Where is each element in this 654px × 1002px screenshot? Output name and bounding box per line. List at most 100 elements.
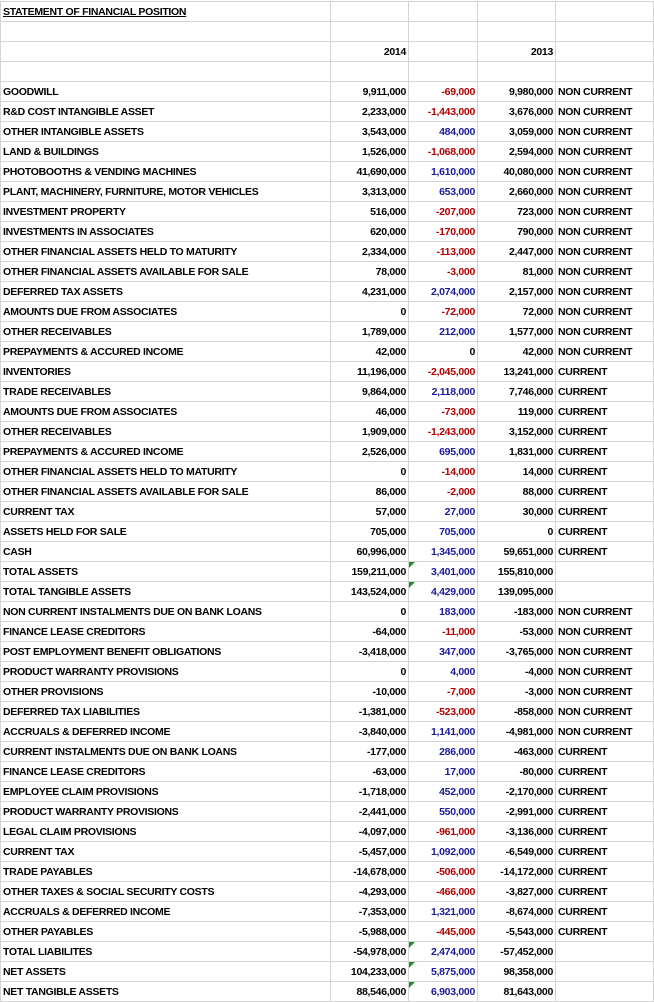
- row: LAND & BUILDINGS 1,526,000 -1,068,000 2,594…: [0, 141, 654, 162]
- cell: CURRENT: [555, 761, 654, 782]
- cell: 2,447,000: [477, 241, 556, 262]
- row: NET TANGIBLE ASSETS 88,546,000 6,903,000 81…: [0, 981, 654, 1002]
- cell: 550,000: [408, 801, 478, 822]
- cell: NON CURRENT: [555, 721, 654, 742]
- cell: PHOTOBOOTHS & VENDING MACHINES: [0, 161, 331, 182]
- cell: -183,000: [477, 601, 556, 622]
- row: INVENTORIES 11,196,000 -2,045,000 13,241,00…: [0, 361, 654, 382]
- cell-text: TOTAL TANGIBLE ASSETS: [3, 585, 131, 598]
- cell: [0, 41, 331, 62]
- cell: OTHER FINANCIAL ASSETS AVAILABLE FOR SAL…: [0, 261, 331, 282]
- cell: -2,000: [408, 481, 478, 502]
- cell-text: TRADE RECEIVABLES: [3, 385, 111, 398]
- row: TRADE PAYABLES -14,678,000 -506,000 -14,172…: [0, 861, 654, 882]
- cell: NON CURRENT: [555, 161, 654, 182]
- cell-text: PRODUCT WARRANTY PROVISIONS: [3, 805, 179, 818]
- cell: [477, 61, 556, 82]
- cell-text: LAND & BUILDINGS: [3, 145, 99, 158]
- cell-text: -64,000: [372, 625, 406, 638]
- cell: FINANCE LEASE CREDITORS: [0, 621, 331, 642]
- cell: -14,172,000: [477, 861, 556, 882]
- cell: 484,000: [408, 121, 478, 142]
- cell: 723,000: [477, 201, 556, 222]
- cell: CURRENT: [555, 501, 654, 522]
- cell-text: 1,345,000: [430, 545, 475, 558]
- cell: 2,526,000: [330, 441, 409, 462]
- cell: 119,000: [477, 401, 556, 422]
- cell-text: 14,000: [522, 465, 554, 478]
- cell-text: 347,000: [439, 645, 475, 658]
- cell: PRODUCT WARRANTY PROVISIONS: [0, 801, 331, 822]
- cell-text: 88,546,000: [356, 985, 406, 998]
- cell: 98,358,000: [477, 961, 556, 982]
- cell-text: -2,170,000: [505, 785, 554, 798]
- cell-text: CURRENT: [558, 425, 608, 438]
- cell-text: -506,000: [435, 865, 475, 878]
- cell-text: 98,358,000: [503, 965, 553, 978]
- cell: [408, 41, 478, 62]
- cell-text: OTHER RECEIVABLES: [3, 425, 112, 438]
- cell: [0, 61, 331, 82]
- cell: [555, 581, 654, 602]
- cell: [408, 1, 478, 22]
- cell: 40,080,000: [477, 161, 556, 182]
- cell: -1,443,000: [408, 101, 478, 122]
- cell-text: -858,000: [513, 705, 553, 718]
- cell: -4,293,000: [330, 881, 409, 902]
- cell: NON CURRENT: [555, 241, 654, 262]
- cell-text: OTHER INTANGIBLE ASSETS: [3, 125, 144, 138]
- cell: 27,000: [408, 501, 478, 522]
- row: PHOTOBOOTHS & VENDING MACHINES 41,690,000…: [0, 161, 654, 182]
- cell-text: -1,243,000: [427, 425, 476, 438]
- cell-text: NON CURRENT: [558, 85, 633, 98]
- cell: 0: [330, 601, 409, 622]
- cell: CURRENT: [555, 361, 654, 382]
- cell: [408, 61, 478, 82]
- row: POST EMPLOYMENT BENEFIT OBLIGATIONS -3,41…: [0, 641, 654, 662]
- cell-text: 0: [400, 305, 406, 318]
- cell-text: PLANT, MACHINERY, FURNITURE, MOTOR VEHIC…: [3, 185, 259, 198]
- cell: 2,157,000: [477, 281, 556, 302]
- cell: 11,196,000: [330, 361, 409, 382]
- cell: [555, 41, 654, 62]
- cell-text: NON CURRENT: [558, 225, 633, 238]
- cell: 139,095,000: [477, 581, 556, 602]
- cell-text: 1,092,000: [430, 845, 475, 858]
- cell-text: DEFERRED TAX ASSETS: [3, 285, 123, 298]
- cell: 7,746,000: [477, 381, 556, 402]
- cell-text: 3,676,000: [508, 105, 553, 118]
- cell-text: 1,610,000: [430, 165, 475, 178]
- cell: -3,136,000: [477, 821, 556, 842]
- cell: -54,978,000: [330, 941, 409, 962]
- cell: 81,643,000: [477, 981, 556, 1002]
- cell: [555, 21, 654, 42]
- cell-text: NET TANGIBLE ASSETS: [3, 985, 119, 998]
- cell-text: 1,909,000: [361, 425, 406, 438]
- cell-text: -14,000: [441, 465, 475, 478]
- cell-text: -7,000: [447, 685, 475, 698]
- cell-text: STATEMENT OF FINANCIAL POSITION: [3, 5, 187, 18]
- cell-text: CURRENT: [558, 925, 608, 938]
- cell-text: NON CURRENT: [558, 245, 633, 258]
- cell: OTHER PROVISIONS: [0, 681, 331, 702]
- cell-text: 1,577,000: [508, 325, 553, 338]
- cell: -5,988,000: [330, 921, 409, 942]
- cell-text: 1,141,000: [430, 725, 475, 738]
- cell: -3,000: [408, 261, 478, 282]
- cell-text: -57,452,000: [500, 945, 553, 958]
- cell-text: 2,526,000: [361, 445, 406, 458]
- cell: CURRENT: [555, 541, 654, 562]
- cell-text: NON CURRENT: [558, 685, 633, 698]
- cell-text: NON CURRENT: [558, 265, 633, 278]
- cell-text: 452,000: [439, 785, 475, 798]
- row: TOTAL TANGIBLE ASSETS 143,524,000 4,429,00…: [0, 581, 654, 602]
- cell-text: CURRENT: [558, 385, 608, 398]
- cell: -63,000: [330, 761, 409, 782]
- cell-text: OTHER PROVISIONS: [3, 685, 104, 698]
- cell-text: -69,000: [441, 85, 475, 98]
- row: NET ASSETS 104,233,000 5,875,000 98,358,000: [0, 961, 654, 982]
- cell-text: OTHER FINANCIAL ASSETS HELD TO MATURITY: [3, 465, 238, 478]
- cell: 88,546,000: [330, 981, 409, 1002]
- cell: -3,000: [477, 681, 556, 702]
- cell-text: CURRENT: [558, 865, 608, 878]
